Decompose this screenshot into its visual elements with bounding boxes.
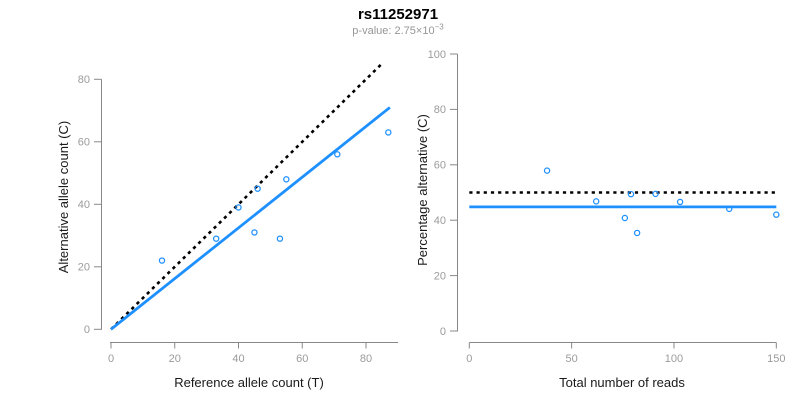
right-x-tick-label: 150	[767, 353, 785, 365]
right-x-tick-label: 50	[566, 353, 578, 365]
left-y-tick-label: 40	[78, 199, 90, 211]
left-x-tick-label: 0	[108, 353, 114, 365]
right-y-tick-label: 0	[440, 326, 446, 338]
right-data-point	[592, 198, 600, 205]
right-data-point	[726, 205, 733, 213]
left-data-point	[385, 129, 392, 136]
right-y-tick-label: 40	[434, 215, 446, 227]
right-y-tick-label: 100	[428, 49, 446, 61]
left-x-axis-title: Reference allele count (T)	[174, 375, 324, 390]
left-y-tick-label: 80	[78, 74, 90, 86]
left-y-axis-title: Alternative allele count (C)	[56, 121, 71, 273]
fit-line	[110, 106, 391, 331]
plot-title: rs11252971	[357, 6, 439, 23]
p-value-text: p-value: 2.75×10	[352, 25, 435, 38]
left-x-tick-label: 60	[296, 353, 308, 365]
left-data-point	[251, 229, 258, 236]
p-value-exponent: −3	[434, 22, 444, 32]
right-x-tick-label: 100	[665, 353, 683, 365]
left-data-point	[158, 257, 166, 264]
right-data-point	[543, 167, 551, 174]
left-x-tick-label: 20	[169, 353, 181, 365]
left-x-tick-label: 40	[232, 353, 244, 365]
right-y-tick-label: 60	[434, 160, 446, 172]
right-data-point	[676, 198, 684, 206]
identity-dotted-line	[110, 62, 383, 331]
left-y-tick-label: 60	[78, 137, 90, 149]
right-x-axis-title: Total number of reads	[559, 375, 685, 390]
left-data-point	[276, 235, 284, 242]
right-x-tick-label: 0	[466, 353, 472, 365]
right-data-point	[633, 229, 641, 237]
right-data-point	[621, 214, 629, 222]
left-data-point	[334, 151, 341, 158]
plot-subtitle: p-value: 2.75×10−3	[0, 22, 796, 38]
right-y-axis-title: Percentage alternative (C)	[415, 114, 430, 266]
left-data-point	[283, 176, 290, 183]
left-data-point	[254, 185, 261, 192]
figure-header: rs11252971 p-value: 2.75×10−3	[0, 6, 796, 38]
right-y-tick-label: 20	[434, 270, 446, 282]
right-data-point	[627, 190, 635, 198]
left-y-tick-label: 20	[78, 262, 90, 274]
left-data-point	[212, 235, 220, 242]
left-y-tick-label: 0	[84, 324, 90, 336]
right-data-point	[773, 211, 780, 218]
left-data-point	[235, 204, 242, 211]
right-data-point	[652, 190, 659, 198]
right-y-tick-label: 80	[434, 104, 446, 116]
left-x-tick-label: 80	[360, 353, 372, 365]
